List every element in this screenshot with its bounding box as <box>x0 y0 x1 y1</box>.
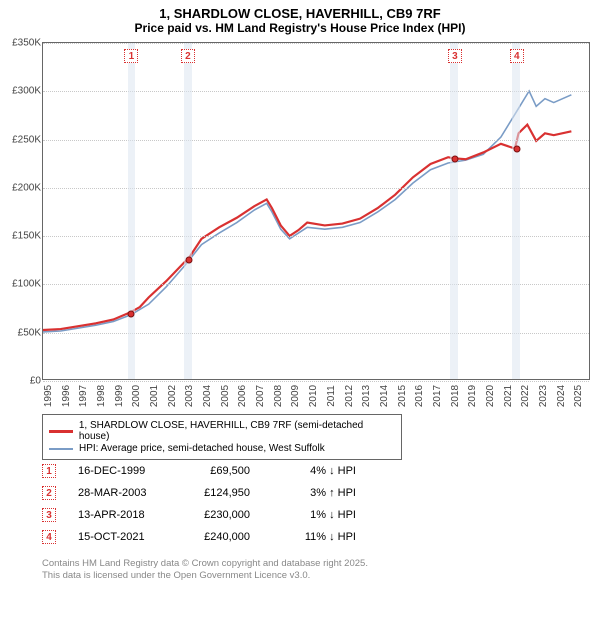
event-row: 1 16-DEC-1999 £69,500 4% ↓ HPI <box>42 460 356 482</box>
xtick-label: 2017 <box>432 385 443 407</box>
event-row: 4 15-OCT-2021 £240,000 11% ↓ HPI <box>42 526 356 548</box>
event-delta: 4% ↓ HPI <box>272 465 356 477</box>
gridline <box>43 140 589 141</box>
event-marker: 2 <box>42 486 56 500</box>
event-delta: 1% ↓ HPI <box>272 509 356 521</box>
xtick-label: 2009 <box>290 385 301 407</box>
xtick-label: 2012 <box>344 385 355 407</box>
ytick-label: £100K <box>1 279 41 290</box>
ytick-label: £50K <box>1 327 41 338</box>
xtick-label: 2016 <box>414 385 425 407</box>
xtick-label: 2013 <box>361 385 372 407</box>
xtick-label: 2006 <box>237 385 248 407</box>
event-date: 15-OCT-2021 <box>78 531 164 543</box>
ytick-label: £350K <box>1 38 41 49</box>
legend-row: HPI: Average price, semi-detached house,… <box>49 443 395 454</box>
event-marker: 4 <box>510 49 524 63</box>
xtick-label: 2001 <box>149 385 160 407</box>
ytick-label: £250K <box>1 134 41 145</box>
footer-line: This data is licensed under the Open Gov… <box>42 570 368 582</box>
footer: Contains HM Land Registry data © Crown c… <box>42 558 368 582</box>
sale-point <box>451 155 458 162</box>
series-line-hpi <box>43 91 571 332</box>
highlight-band <box>512 43 520 379</box>
event-price: £230,000 <box>186 509 250 521</box>
footer-line: Contains HM Land Registry data © Crown c… <box>42 558 368 570</box>
xtick-label: 2003 <box>184 385 195 407</box>
xtick-label: 2014 <box>379 385 390 407</box>
event-price: £124,950 <box>186 487 250 499</box>
gridline <box>43 91 589 92</box>
event-date: 16-DEC-1999 <box>78 465 164 477</box>
gridline <box>43 43 589 44</box>
ytick-label: £0 <box>1 376 41 387</box>
legend-row: 1, SHARDLOW CLOSE, HAVERHILL, CB9 7RF (s… <box>49 420 395 442</box>
legend-swatch <box>49 430 73 433</box>
gridline <box>43 284 589 285</box>
xtick-label: 2019 <box>467 385 478 407</box>
xtick-label: 2008 <box>273 385 284 407</box>
highlight-band <box>450 43 458 379</box>
event-marker: 4 <box>42 530 56 544</box>
xtick-label: 1997 <box>78 385 89 407</box>
legend-label: 1, SHARDLOW CLOSE, HAVERHILL, CB9 7RF (s… <box>79 420 395 442</box>
legend: 1, SHARDLOW CLOSE, HAVERHILL, CB9 7RF (s… <box>42 414 402 460</box>
gridline <box>43 188 589 189</box>
xtick-label: 2020 <box>485 385 496 407</box>
event-price: £69,500 <box>186 465 250 477</box>
event-date: 13-APR-2018 <box>78 509 164 521</box>
event-marker: 3 <box>448 49 462 63</box>
gridline <box>43 333 589 334</box>
chart-lines <box>43 43 589 379</box>
ytick-label: £200K <box>1 182 41 193</box>
chart-title: 1, SHARDLOW CLOSE, HAVERHILL, CB9 7RF <box>0 6 600 21</box>
sale-point <box>185 257 192 264</box>
xtick-label: 2023 <box>538 385 549 407</box>
chart-subtitle: Price paid vs. HM Land Registry's House … <box>0 21 600 35</box>
event-marker: 3 <box>42 508 56 522</box>
ytick-label: £300K <box>1 86 41 97</box>
xtick-label: 2018 <box>450 385 461 407</box>
event-date: 28-MAR-2003 <box>78 487 164 499</box>
xtick-label: 2005 <box>220 385 231 407</box>
ytick-label: £150K <box>1 231 41 242</box>
xtick-label: 2015 <box>397 385 408 407</box>
legend-label: HPI: Average price, semi-detached house,… <box>79 443 325 454</box>
gridline <box>43 381 589 382</box>
event-price: £240,000 <box>186 531 250 543</box>
highlight-band <box>184 43 192 379</box>
xtick-label: 2022 <box>520 385 531 407</box>
xtick-label: 2024 <box>556 385 567 407</box>
event-table: 1 16-DEC-1999 £69,500 4% ↓ HPI 2 28-MAR-2003 £… <box>42 460 356 548</box>
sale-point <box>127 310 134 317</box>
chart-area: £0£50K£100K£150K£200K£250K£300K£350K1995… <box>42 42 590 380</box>
legend-swatch <box>49 448 73 450</box>
xtick-label: 2004 <box>202 385 213 407</box>
xtick-label: 2011 <box>326 385 337 407</box>
event-row: 2 28-MAR-2003 £124,950 3% ↑ HPI <box>42 482 356 504</box>
sale-point <box>513 146 520 153</box>
xtick-label: 2010 <box>308 385 319 407</box>
gridline <box>43 236 589 237</box>
event-marker: 1 <box>124 49 138 63</box>
title-block: 1, SHARDLOW CLOSE, HAVERHILL, CB9 7RF Pr… <box>0 0 600 35</box>
xtick-label: 1999 <box>114 385 125 407</box>
highlight-band <box>128 43 135 379</box>
xtick-label: 1998 <box>96 385 107 407</box>
xtick-label: 1995 <box>43 385 54 407</box>
xtick-label: 2021 <box>503 385 514 407</box>
xtick-label: 1996 <box>61 385 72 407</box>
xtick-label: 2007 <box>255 385 266 407</box>
event-delta: 11% ↓ HPI <box>272 531 356 543</box>
xtick-label: 2025 <box>573 385 584 407</box>
event-marker: 1 <box>42 464 56 478</box>
xtick-label: 2002 <box>167 385 178 407</box>
event-delta: 3% ↑ HPI <box>272 487 356 499</box>
event-marker: 2 <box>181 49 195 63</box>
xtick-label: 2000 <box>131 385 142 407</box>
event-row: 3 13-APR-2018 £230,000 1% ↓ HPI <box>42 504 356 526</box>
